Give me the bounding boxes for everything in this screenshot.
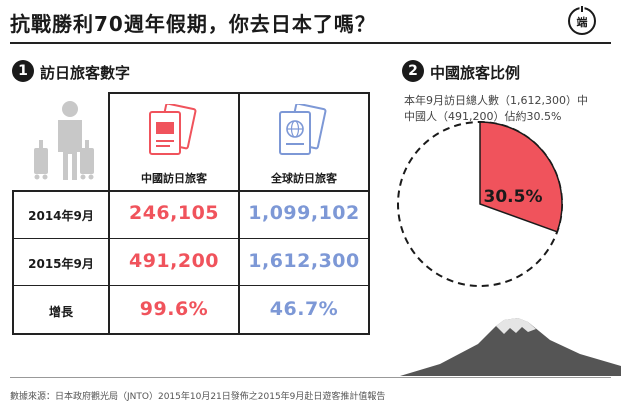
table-col-border — [108, 92, 110, 335]
table-cell-global: 46.7% — [269, 298, 339, 320]
logo-icon: 端 — [568, 6, 596, 35]
pie-slice-china — [479, 121, 563, 233]
section2-title: 中國旅客比例 — [430, 64, 521, 82]
header-divider — [10, 42, 611, 44]
table-row-label: 增長 — [48, 305, 73, 319]
table-row-label: 2015年9月 — [28, 257, 94, 271]
section2-description: 本年9月訪日總人數（1,612,300）中 中國人（491,200）佔約30.5… — [404, 93, 588, 125]
table-cell-china: 246,105 — [128, 202, 220, 224]
table-header-border — [12, 190, 370, 192]
pie-chart: 30.5% — [397, 121, 563, 287]
table-column-header: 全球訪日旅客 — [271, 172, 337, 185]
table-cell-china: 491,200 — [128, 250, 220, 272]
table-cell-global: 1,612,300 — [248, 250, 360, 272]
footer-divider — [10, 377, 611, 378]
global-passport-icon — [279, 104, 327, 155]
page-title: 抗戰勝利70週年假期，你去日本了嗎？ — [10, 12, 376, 36]
section1-number: 1 — [12, 60, 34, 82]
section2-number: 2 — [402, 60, 424, 82]
table-cell-global: 1,099,102 — [248, 202, 360, 224]
table-cell-china: 99.6% — [139, 298, 209, 320]
section2-desc-line: 中國人（491,200）佔約30.5% — [404, 110, 562, 123]
table-column-header: 中國訪日旅客 — [141, 172, 207, 185]
china-passport-icon — [149, 104, 197, 155]
mountain-icon — [400, 318, 621, 376]
section1-title: 訪日旅客數字 — [40, 64, 131, 82]
table-col-border — [238, 92, 240, 335]
table-right-border — [368, 92, 370, 335]
section2-desc-line: 本年9月訪日總人數（1,612,300）中 — [404, 94, 588, 107]
data-source: 數據來源：日本政府觀光局（JNTO）2015年10月21日發佈之2015年9月赴… — [10, 392, 386, 402]
table-row-border — [12, 285, 370, 286]
table-row-label: 2014年9月 — [28, 209, 94, 223]
table-left-border — [12, 190, 14, 335]
pie-slice-label: 30.5% — [484, 187, 543, 207]
table-row-border — [12, 238, 370, 239]
logo-text: 端 — [577, 15, 588, 29]
traveler-icon — [34, 101, 94, 180]
table-bottom-border — [12, 333, 370, 335]
